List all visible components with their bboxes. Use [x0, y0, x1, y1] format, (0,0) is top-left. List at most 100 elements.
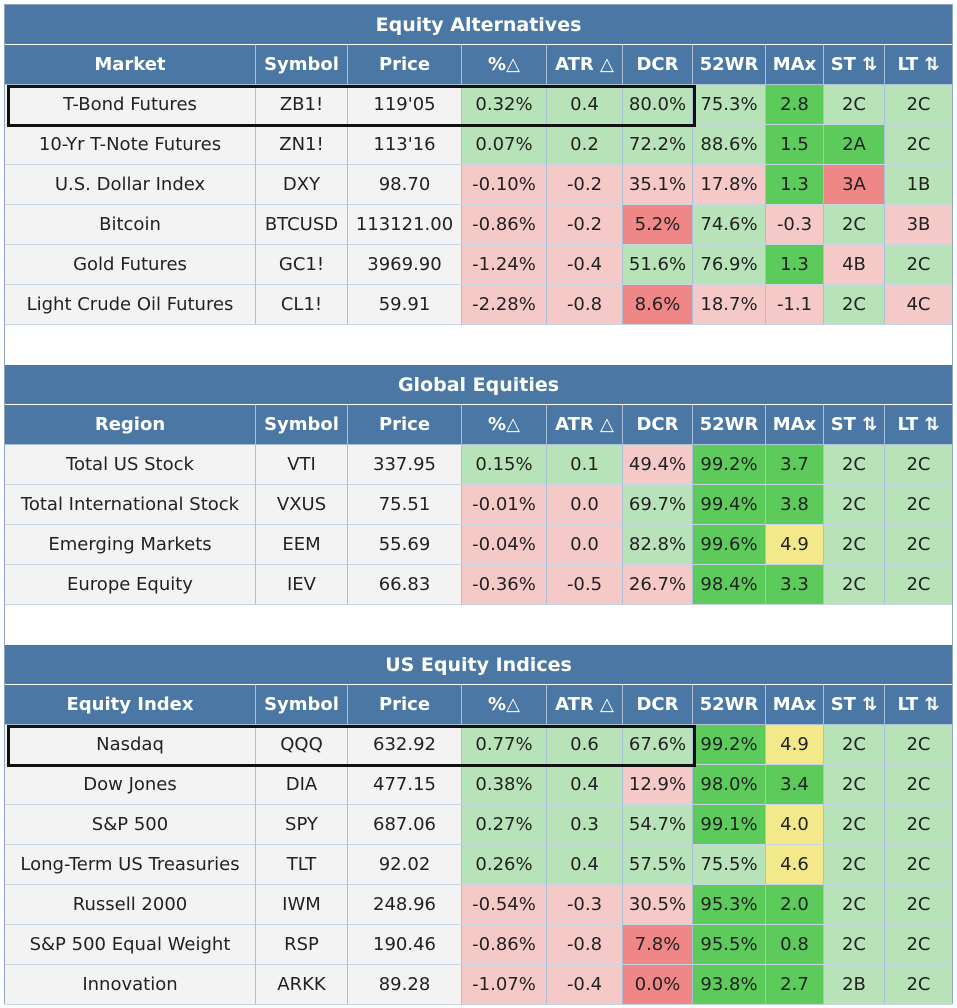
- section-us-equity-indices: US Equity Indices Equity Index Symbol Price…: [5, 645, 952, 1005]
- cell-max: 2.7: [766, 965, 824, 1005]
- cell-pct-change: 0.26%: [462, 845, 547, 885]
- cell-atr-change: -0.8: [547, 285, 623, 325]
- column-header-st[interactable]: ST ⇅: [824, 45, 885, 85]
- column-header-52wr[interactable]: 52WR: [693, 405, 766, 445]
- column-header-lt[interactable]: LT ⇅: [885, 45, 952, 85]
- column-header-price[interactable]: Price: [348, 45, 462, 85]
- section-global-equities: Global Equities Region Symbol Price %△ ATR △ D…: [5, 365, 952, 605]
- cell-52wr: 99.6%: [693, 525, 766, 565]
- cell-name: Emerging Markets: [5, 525, 256, 565]
- cell-lt: 2C: [885, 85, 952, 125]
- column-header-pct-change[interactable]: %△: [462, 685, 547, 725]
- table-row[interactable]: Total US Stock VTI 337.95 0.15% 0.1 49.4% 99.2…: [5, 445, 952, 485]
- table-row[interactable]: Gold Futures GC1! 3969.90 -1.24% -0.4 51.6% 76…: [5, 245, 952, 285]
- cell-price: 337.95: [348, 445, 462, 485]
- cell-price: 113'16: [348, 125, 462, 165]
- cell-dcr: 5.2%: [623, 205, 693, 245]
- cell-lt: 2C: [885, 525, 952, 565]
- column-header-dcr[interactable]: DCR: [623, 685, 693, 725]
- table-row[interactable]: T-Bond Futures ZB1! 119'05 0.32% 0.4 80.0% 75.…: [5, 85, 952, 125]
- cell-atr-change: -0.4: [547, 965, 623, 1005]
- cell-symbol: QQQ: [256, 725, 348, 765]
- cell-symbol: IEV: [256, 565, 348, 605]
- cell-lt: 1B: [885, 165, 952, 205]
- column-header-st[interactable]: ST ⇅: [824, 405, 885, 445]
- table-row[interactable]: S&P 500 Equal Weight RSP 190.46 -0.86% -0.8 7…: [5, 925, 952, 965]
- table-row[interactable]: S&P 500 SPY 687.06 0.27% 0.3 54.7% 99.1% 4.0 2C 2…: [5, 805, 952, 845]
- cell-max: 2.8: [766, 85, 824, 125]
- column-header-lt[interactable]: LT ⇅: [885, 405, 952, 445]
- column-header-atr-change[interactable]: ATR △: [547, 685, 623, 725]
- cell-lt: 2C: [885, 485, 952, 525]
- cell-symbol: GC1!: [256, 245, 348, 285]
- cell-max: 1.5: [766, 125, 824, 165]
- cell-price: 190.46: [348, 925, 462, 965]
- cell-lt: 2C: [885, 925, 952, 965]
- column-header-max[interactable]: MAx: [766, 405, 824, 445]
- cell-dcr: 35.1%: [623, 165, 693, 205]
- cell-atr-change: -0.5: [547, 565, 623, 605]
- column-header-name[interactable]: Market: [5, 45, 256, 85]
- column-header-pct-change[interactable]: %△: [462, 405, 547, 445]
- column-header-atr-change[interactable]: ATR △: [547, 405, 623, 445]
- column-header-name[interactable]: Region: [5, 405, 256, 445]
- cell-st: 2B: [824, 965, 885, 1005]
- cell-pct-change: -0.04%: [462, 525, 547, 565]
- table-row[interactable]: Total International Stock VXUS 75.51 -0.01%…: [5, 485, 952, 525]
- cell-price: 59.91: [348, 285, 462, 325]
- cell-st: 2C: [824, 285, 885, 325]
- cell-lt: 2C: [885, 805, 952, 845]
- column-header-52wr[interactable]: 52WR: [693, 685, 766, 725]
- cell-max: 4.9: [766, 525, 824, 565]
- cell-symbol: VXUS: [256, 485, 348, 525]
- column-header-max[interactable]: MAx: [766, 45, 824, 85]
- cell-atr-change: 0.4: [547, 765, 623, 805]
- column-header-symbol[interactable]: Symbol: [256, 685, 348, 725]
- column-header-price[interactable]: Price: [348, 685, 462, 725]
- table-row[interactable]: U.S. Dollar Index DXY 98.70 -0.10% -0.2 35.1%…: [5, 165, 952, 205]
- cell-name: Russell 2000: [5, 885, 256, 925]
- cell-name: S&P 500 Equal Weight: [5, 925, 256, 965]
- table-row[interactable]: Dow Jones DIA 477.15 0.38% 0.4 12.9% 98.0% 3.4 2…: [5, 765, 952, 805]
- cell-52wr: 88.6%: [693, 125, 766, 165]
- cell-st: 2C: [824, 725, 885, 765]
- column-header-symbol[interactable]: Symbol: [256, 405, 348, 445]
- cell-pct-change: -2.28%: [462, 285, 547, 325]
- cell-st: 2C: [824, 845, 885, 885]
- column-header-symbol[interactable]: Symbol: [256, 45, 348, 85]
- column-header-pct-change[interactable]: %△: [462, 45, 547, 85]
- column-header-lt[interactable]: LT ⇅: [885, 685, 952, 725]
- table-row[interactable]: 10-Yr T-Note Futures ZN1! 113'16 0.07% 0.2 72…: [5, 125, 952, 165]
- cell-max: 4.6: [766, 845, 824, 885]
- cell-52wr: 99.2%: [693, 725, 766, 765]
- cell-st: 2C: [824, 205, 885, 245]
- table-row[interactable]: Light Crude Oil Futures CL1! 59.91 -2.28% -0…: [5, 285, 952, 325]
- cell-price: 98.70: [348, 165, 462, 205]
- table-row[interactable]: Long-Term US Treasuries TLT 92.02 0.26% 0.4 5…: [5, 845, 952, 885]
- table-row[interactable]: Russell 2000 IWM 248.96 -0.54% -0.3 30.5% 95.3…: [5, 885, 952, 925]
- table-row[interactable]: Europe Equity IEV 66.83 -0.36% -0.5 26.7% 98.4…: [5, 565, 952, 605]
- column-header-dcr[interactable]: DCR: [623, 45, 693, 85]
- cell-price: 632.92: [348, 725, 462, 765]
- column-header-price[interactable]: Price: [348, 405, 462, 445]
- cell-pct-change: 0.27%: [462, 805, 547, 845]
- table-row[interactable]: Innovation ARKK 89.28 -1.07% -0.4 0.0% 93.8% 2.…: [5, 965, 952, 1005]
- cell-52wr: 74.6%: [693, 205, 766, 245]
- table-row[interactable]: Emerging Markets EEM 55.69 -0.04% 0.0 82.8% 99…: [5, 525, 952, 565]
- cell-atr-change: 0.6: [547, 725, 623, 765]
- cell-max: 1.3: [766, 245, 824, 285]
- cell-atr-change: -0.4: [547, 245, 623, 285]
- column-header-dcr[interactable]: DCR: [623, 405, 693, 445]
- cell-lt: 2C: [885, 965, 952, 1005]
- cell-max: 3.4: [766, 765, 824, 805]
- column-header-max[interactable]: MAx: [766, 685, 824, 725]
- column-header-atr-change[interactable]: ATR △: [547, 45, 623, 85]
- column-header-52wr[interactable]: 52WR: [693, 45, 766, 85]
- cell-pct-change: -0.10%: [462, 165, 547, 205]
- table-row[interactable]: Bitcoin BTCUSD 113121.00 -0.86% -0.2 5.2% 74.6…: [5, 205, 952, 245]
- column-header-st[interactable]: ST ⇅: [824, 685, 885, 725]
- column-header-name[interactable]: Equity Index: [5, 685, 256, 725]
- table-row[interactable]: Nasdaq QQQ 632.92 0.77% 0.6 67.6% 99.2% 4.9 2C 2C: [5, 725, 952, 765]
- table-header-row: Region Symbol Price %△ ATR △ DCR 52WR MAx ST ⇅ LT…: [5, 405, 952, 445]
- cell-symbol: CL1!: [256, 285, 348, 325]
